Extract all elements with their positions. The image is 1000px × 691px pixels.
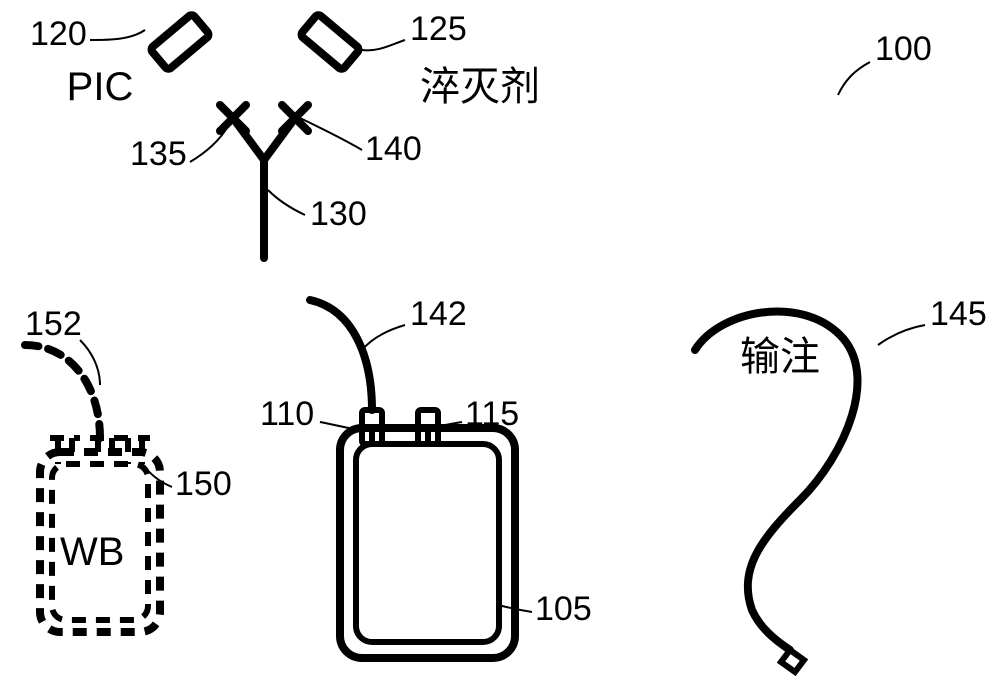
blood-processing-diagram: 100 120 125 135 140 130 142 145 152 150 110 115 105 P… xyxy=(0,0,1000,691)
callout-115: 115 xyxy=(465,395,519,433)
label-infuse: 输注 xyxy=(740,335,820,379)
leader-120 xyxy=(90,30,145,40)
callout-100: 100 xyxy=(875,30,932,68)
callout-120: 120 xyxy=(30,15,87,53)
y-tube xyxy=(233,118,295,258)
leader-145 xyxy=(878,325,925,345)
tube-152 xyxy=(25,345,100,438)
callout-125: 125 xyxy=(410,10,467,48)
vial-left xyxy=(150,14,210,71)
callout-130: 130 xyxy=(310,195,367,233)
callout-150: 150 xyxy=(175,465,232,503)
leader-125 xyxy=(362,40,405,50)
callout-110: 110 xyxy=(260,395,314,433)
callout-135: 135 xyxy=(130,135,187,173)
callout-105: 105 xyxy=(535,590,592,628)
leader-100 xyxy=(838,62,870,95)
leader-130 xyxy=(268,190,305,215)
label-pic: PIC xyxy=(67,65,134,109)
callout-142: 142 xyxy=(410,295,467,333)
main-bag-inner xyxy=(356,444,499,642)
main-bag-outer xyxy=(340,428,515,658)
callout-140: 140 xyxy=(365,130,422,168)
callout-145: 145 xyxy=(930,295,987,333)
needle-tip xyxy=(781,650,804,672)
leader-142 xyxy=(362,325,405,350)
callout-152: 152 xyxy=(25,305,82,343)
vial-right xyxy=(300,14,360,71)
tube-142 xyxy=(310,300,372,410)
label-wb: WB xyxy=(60,530,124,574)
label-quench: 淬灭剂 xyxy=(420,65,540,109)
clamp-right xyxy=(282,105,308,131)
clamp-left xyxy=(220,105,246,131)
